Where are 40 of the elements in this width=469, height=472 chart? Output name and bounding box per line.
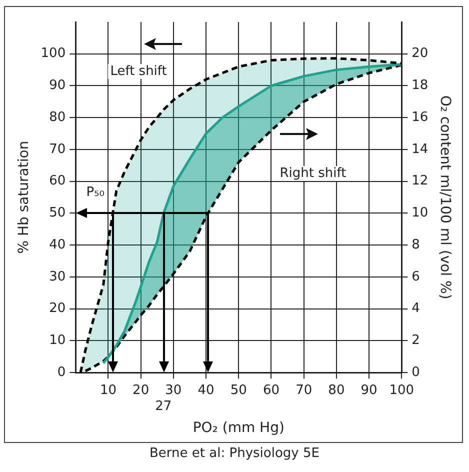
y2-tick-label: 0 <box>412 364 420 380</box>
y2-tick-label: 4 <box>412 301 420 316</box>
y-tick-label: 60 <box>49 174 66 189</box>
y-axis-title: % Hb saturation <box>16 140 32 254</box>
y-tick-label: 20 <box>49 301 66 316</box>
y-tick-label: 40 <box>49 237 66 252</box>
y2-tick-label: 20 <box>412 46 428 62</box>
y2-tick-label: 8 <box>412 237 420 252</box>
y2-tick-label: 12 <box>412 174 428 189</box>
text: Berne et al: Physiology 5E <box>148 446 320 461</box>
y-tick-label: 30 <box>49 269 66 284</box>
y2-tick-label: 16 <box>412 110 428 125</box>
x-tick-label: 50 <box>230 382 247 398</box>
y-tick-label: 80 <box>49 110 66 125</box>
text: 27 <box>154 398 173 414</box>
y2-tick-label: 2 <box>412 333 420 348</box>
x-tick-label: 90 <box>360 382 378 398</box>
y2-tick-label: 18 <box>412 78 428 94</box>
x-tick-label: 20 <box>132 382 150 398</box>
y2-tick-label: 10 <box>412 206 428 221</box>
x-axis-title: PO₂ (mm Hg) <box>192 420 284 436</box>
annotation: Right shift <box>278 166 348 181</box>
annotation: P₅₀ <box>85 185 106 200</box>
x-tick-label: 70 <box>296 382 312 398</box>
x-tick-label: 60 <box>262 382 280 398</box>
y2-tick-label: 14 <box>412 142 428 157</box>
annotation: Left shift <box>108 64 169 80</box>
x-tick-label: 100 <box>389 382 414 398</box>
x-tick-label: 10 <box>100 382 116 398</box>
y-tick-label: 70 <box>49 142 66 157</box>
y2-axis-title: O₂ content ml/100 ml (vol %) <box>436 95 453 300</box>
x-tick-label: 30 <box>165 382 182 398</box>
y-tick-label: 0 <box>57 364 66 380</box>
y-tick-label: 100 <box>40 46 66 62</box>
y-tick-label: 90 <box>49 78 66 94</box>
y-tick-label: 10 <box>49 333 66 348</box>
x-tick-label: 40 <box>198 382 214 398</box>
x-tick-label: 80 <box>328 382 345 398</box>
y2-tick-label: 6 <box>412 269 420 284</box>
y-tick-label: 50 <box>49 206 66 221</box>
